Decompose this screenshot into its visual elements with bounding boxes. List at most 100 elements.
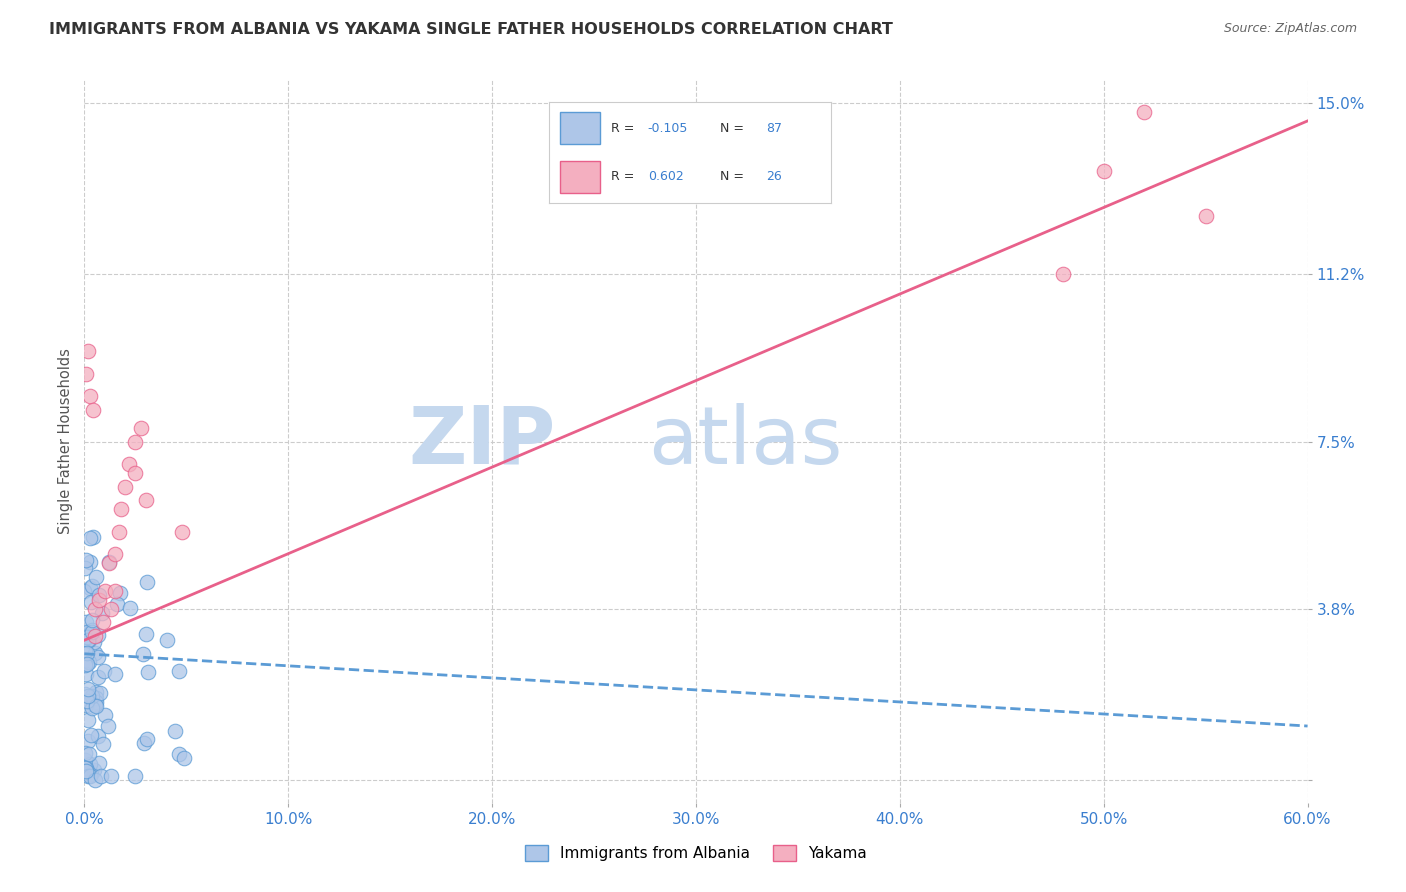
Point <box>156 632 179 647</box>
Point <box>83 646 105 660</box>
Point <box>105 597 128 611</box>
Point <box>76 657 98 671</box>
Text: IMMIGRANTS FROM ALBANIA VS YAKAMA SINGLE FATHER HOUSEHOLDS CORRELATION CHART: IMMIGRANTS FROM ALBANIA VS YAKAMA SINGLE… <box>49 22 893 37</box>
Point <box>163 724 186 739</box>
Point <box>84 570 107 584</box>
Point <box>100 769 122 783</box>
Point <box>83 698 105 713</box>
Point <box>79 747 101 761</box>
Point <box>75 764 97 778</box>
Point <box>1092 163 1115 178</box>
Point <box>82 700 104 714</box>
Point <box>82 579 104 593</box>
Point <box>75 764 97 778</box>
Point <box>110 502 132 516</box>
Point <box>73 761 96 775</box>
Point <box>79 769 101 783</box>
Point <box>83 763 105 777</box>
Point <box>77 769 100 783</box>
Point <box>84 695 107 709</box>
Text: atlas: atlas <box>648 402 842 481</box>
Point <box>76 646 98 660</box>
Point <box>104 583 127 598</box>
Point <box>82 698 104 712</box>
Text: Source: ZipAtlas.com: Source: ZipAtlas.com <box>1223 22 1357 36</box>
Point <box>86 684 108 698</box>
Point <box>76 694 98 708</box>
Point <box>84 698 107 713</box>
Point <box>135 627 157 641</box>
Point <box>75 561 97 575</box>
Point <box>1052 268 1074 282</box>
Point <box>79 389 101 403</box>
Point <box>75 644 97 658</box>
Point <box>124 466 146 480</box>
Point <box>104 666 127 681</box>
Point <box>135 493 157 508</box>
Point <box>75 615 97 629</box>
Point <box>77 690 100 704</box>
Point <box>104 548 127 562</box>
Point <box>98 555 121 569</box>
Point <box>77 632 100 647</box>
Point <box>136 665 159 679</box>
Point <box>172 524 194 539</box>
Point <box>75 698 97 712</box>
Point <box>73 754 96 768</box>
Point <box>80 613 103 627</box>
Point <box>93 708 115 723</box>
Point <box>124 769 146 783</box>
Point <box>75 761 97 775</box>
Point <box>169 664 191 678</box>
Point <box>83 601 105 615</box>
Point <box>132 648 155 662</box>
Point <box>108 586 131 600</box>
Point <box>118 600 141 615</box>
Point <box>90 606 112 620</box>
Point <box>87 588 110 602</box>
Point <box>77 344 100 359</box>
Point <box>87 628 110 642</box>
Point <box>93 664 115 678</box>
Point <box>79 531 101 545</box>
Point <box>93 737 115 751</box>
Point <box>75 764 97 779</box>
Point <box>134 736 156 750</box>
Point <box>76 624 98 639</box>
Point <box>135 731 157 746</box>
Point <box>83 773 105 788</box>
Point <box>79 581 101 595</box>
Point <box>91 615 114 630</box>
Point <box>80 595 103 609</box>
Point <box>79 727 101 741</box>
Point <box>75 553 97 567</box>
Point <box>82 403 104 417</box>
Point <box>75 666 97 681</box>
Point <box>79 757 101 772</box>
Point <box>87 669 110 683</box>
Point <box>77 713 100 727</box>
Point <box>73 657 96 672</box>
Point <box>87 756 110 771</box>
Point <box>87 592 110 607</box>
Legend: Immigrants from Albania, Yakama: Immigrants from Albania, Yakama <box>519 839 873 867</box>
Point <box>90 769 112 783</box>
Point <box>124 434 146 449</box>
Point <box>136 574 159 589</box>
Point <box>83 629 105 643</box>
Point <box>77 633 100 648</box>
Point <box>80 624 103 639</box>
Point <box>84 691 107 706</box>
Point <box>76 733 98 747</box>
Point <box>75 747 97 761</box>
Text: ZIP: ZIP <box>408 402 555 481</box>
Point <box>97 719 120 733</box>
Point <box>114 480 136 494</box>
Point <box>100 601 122 615</box>
Point <box>118 457 141 471</box>
Y-axis label: Single Father Households: Single Father Households <box>58 349 73 534</box>
Point <box>167 747 190 762</box>
Point <box>1133 104 1156 119</box>
Point <box>97 557 120 571</box>
Point <box>76 630 98 644</box>
